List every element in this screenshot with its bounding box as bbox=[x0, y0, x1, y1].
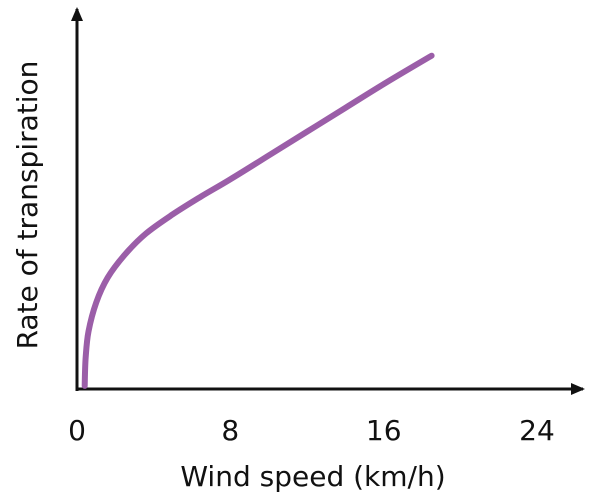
x-tick-label-0: 0 bbox=[68, 414, 86, 447]
y-axis-title: Rate of transpiration bbox=[11, 61, 44, 350]
series-line-0 bbox=[81, 52, 435, 389]
x-tick-labels: 0 8 16 24 bbox=[68, 414, 555, 447]
series-layer bbox=[81, 52, 435, 389]
x-axis-title: Wind speed (km/h) bbox=[180, 460, 445, 493]
x-tick-label-2: 16 bbox=[366, 414, 402, 447]
x-tick-label-1: 8 bbox=[221, 414, 239, 447]
x-tick-label-3: 24 bbox=[519, 414, 555, 447]
